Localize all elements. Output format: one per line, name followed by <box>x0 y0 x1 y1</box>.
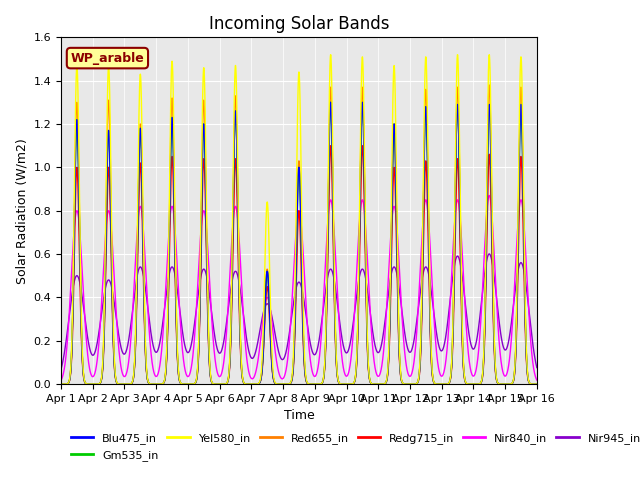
Y-axis label: Solar Radiation (W/m2): Solar Radiation (W/m2) <box>15 138 28 284</box>
Text: WP_arable: WP_arable <box>70 51 144 65</box>
Legend: Blu475_in, Gm535_in, Yel580_in, Red655_in, Redg715_in, Nir840_in, Nir945_in: Blu475_in, Gm535_in, Yel580_in, Red655_i… <box>67 429 640 465</box>
X-axis label: Time: Time <box>284 409 314 422</box>
Title: Incoming Solar Bands: Incoming Solar Bands <box>209 15 389 33</box>
